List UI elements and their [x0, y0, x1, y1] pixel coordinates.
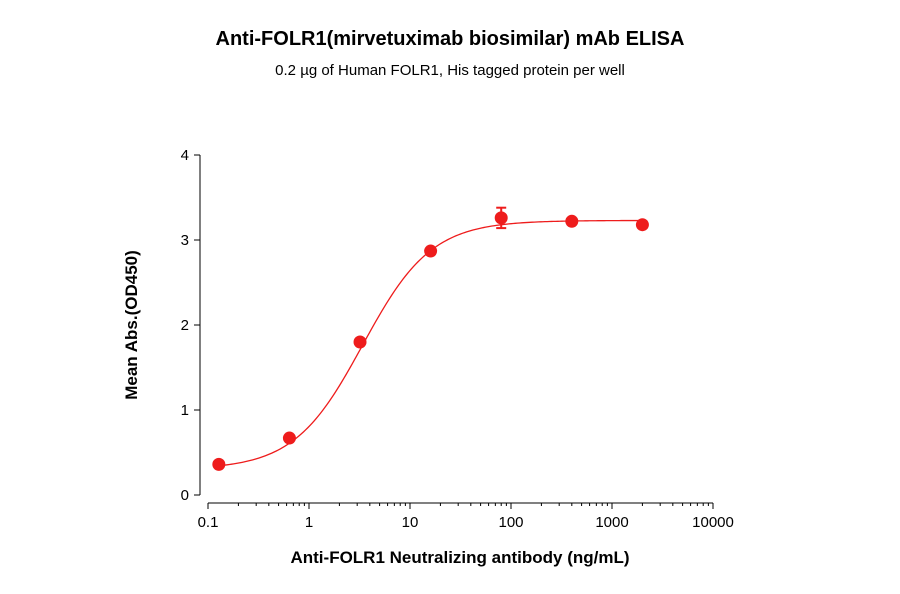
- y-tick-label: 2: [181, 317, 189, 334]
- x-tick-label: 1000: [595, 514, 628, 531]
- data-point: [565, 214, 579, 228]
- y-axis-title: Mean Abs.(OD450): [122, 250, 141, 400]
- x-tick-label: 100: [498, 514, 523, 531]
- x-ticks: 0.1 1 10 100 1000 10000: [198, 503, 734, 531]
- y-tick-label: 4: [181, 147, 189, 164]
- chart-subtitle: 0.2 µg of Human FOLR1, His tagged protei…: [275, 62, 625, 79]
- x-tick-label: 1: [305, 514, 313, 531]
- y-tick-label: 1: [181, 402, 189, 419]
- data-point: [494, 211, 508, 225]
- x-tick-label: 0.1: [198, 514, 219, 531]
- x-tick-label: 10000: [692, 514, 734, 531]
- data-point: [424, 244, 438, 258]
- y-tick-label: 0: [181, 487, 189, 504]
- data-point: [282, 431, 296, 445]
- data-points: [212, 206, 649, 471]
- data-point: [635, 218, 649, 232]
- y-ticks: 0 1 2 3 4: [181, 147, 200, 504]
- x-axis-title: Anti-FOLR1 Neutralizing antibody (ng/mL): [290, 548, 629, 567]
- y-tick-label: 3: [181, 232, 189, 249]
- x-tick-label: 10: [402, 514, 419, 531]
- data-point: [212, 457, 226, 471]
- data-point: [353, 335, 367, 349]
- chart-title: Anti-FOLR1(mirvetuximab biosimilar) mAb …: [215, 28, 685, 50]
